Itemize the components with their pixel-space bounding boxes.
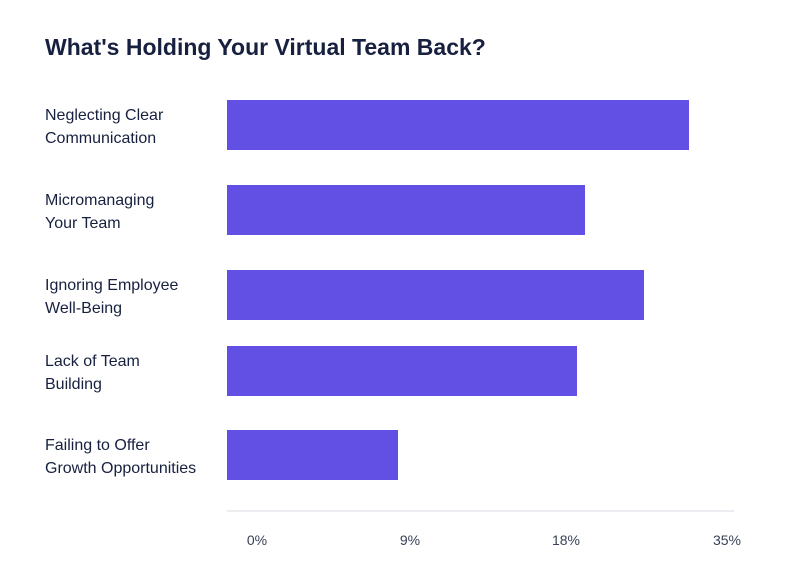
category-label-line: Building (45, 376, 102, 393)
category-label-line: Well-Being (45, 300, 122, 317)
bar-1 (227, 100, 689, 150)
bars-group (227, 100, 689, 480)
chart-title: What's Holding Your Virtual Team Back? (45, 34, 486, 60)
category-label-line: Your Team (45, 215, 121, 232)
category-label-5: Failing to Offer Growth Opportunities (45, 437, 196, 477)
category-label-2: Micromanaging Your Team (45, 192, 154, 232)
category-label-line: Neglecting Clear (45, 107, 164, 124)
category-label-line: Ignoring Employee (45, 277, 179, 294)
category-label-line: Failing to Offer (45, 437, 150, 454)
bar-4 (227, 346, 577, 396)
category-label-4: Lack of Team Building (45, 353, 140, 393)
x-axis-ticks-group: 0% 9% 18% 35% (247, 532, 741, 548)
x-tick-label: 35% (713, 532, 741, 548)
category-label-1: Neglecting Clear Communication (45, 107, 164, 147)
category-label-line: Micromanaging (45, 192, 154, 209)
bar-2 (227, 185, 585, 235)
x-tick-label: 0% (247, 532, 267, 548)
x-tick-label: 9% (400, 532, 420, 548)
category-label-3: Ignoring Employee Well-Being (45, 277, 179, 317)
x-tick-label: 18% (552, 532, 580, 548)
category-label-line: Growth Opportunities (45, 460, 196, 477)
category-label-line: Communication (45, 130, 156, 147)
bar-5 (227, 430, 398, 480)
category-label-line: Lack of Team (45, 353, 140, 370)
bar-3 (227, 270, 644, 320)
category-labels-group: Neglecting Clear Communication Micromanagi… (45, 107, 196, 477)
